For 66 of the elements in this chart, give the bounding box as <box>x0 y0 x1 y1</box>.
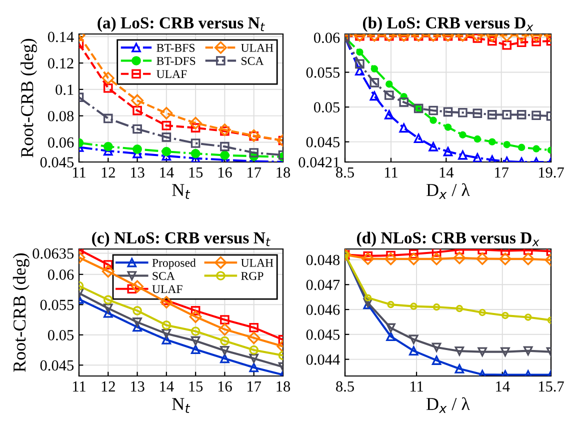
x-tick-label: 16 <box>218 381 232 392</box>
y-tick-label: 0.045 <box>306 136 340 148</box>
chart-title: (a) LoS: CRB versus N$_{t}$ <box>98 16 265 32</box>
x-tick-label: 8.5 <box>336 167 354 178</box>
legend-label: Proposed <box>152 258 196 270</box>
chart-title: (c) NLoS: CRB versus N$_{t}$ <box>92 232 270 247</box>
y-tick-label: 0.046 <box>306 304 340 316</box>
legend-label: SCA <box>152 272 175 280</box>
y-tick-label: 0.06 <box>314 32 340 43</box>
x-tick-label: 15 <box>189 167 203 178</box>
y-tick-label: 0.14 <box>48 32 74 42</box>
y-tick-label: 0.06 <box>48 270 74 280</box>
legend-label: RGP <box>241 272 264 280</box>
y-axis-title: Root-CRB (deg) <box>20 38 37 158</box>
x-tick-label: 17 <box>248 167 262 178</box>
legend-label: ULAH <box>241 44 274 52</box>
y-axis-title: Root-CRB (deg) <box>12 253 30 372</box>
x-axis-title: D$_{x}$ / λ <box>426 397 470 413</box>
y-tick-label: 0.055 <box>40 300 74 310</box>
x-axis-title: N$_{t}$ <box>172 184 190 199</box>
x-tick-label: 11 <box>410 381 423 392</box>
y-tick-label: 0.12 <box>48 58 74 69</box>
x-tick-label: 11 <box>72 167 86 178</box>
x-tick-label: 13 <box>130 381 144 392</box>
y-tick-label: 0.044 <box>306 354 340 365</box>
y-tick-label: 0.0635 <box>32 248 74 259</box>
x-tick-label: 11 <box>72 381 86 392</box>
y-tick-label: 0.048 <box>306 254 340 266</box>
x-tick-label: 18 <box>276 381 290 392</box>
legend-label: SCA <box>242 57 264 65</box>
y-tick-label: 0.045 <box>40 360 74 371</box>
x-tick-label: 15.7 <box>538 381 564 392</box>
x-tick-label: 17 <box>248 381 262 392</box>
x-axis-title: N$_{t}$ <box>172 398 190 413</box>
x-tick-label: 8.5 <box>336 381 354 392</box>
x-tick-label: 17 <box>495 167 509 178</box>
x-tick-label: 14 <box>160 381 174 392</box>
legend-label: ULAH <box>241 258 274 267</box>
x-tick-label: 14 <box>440 167 454 178</box>
legend-label: BT-DFS <box>156 57 196 65</box>
y-tick-label: 0.05 <box>48 330 74 340</box>
legend-label: ULAF <box>152 285 182 294</box>
y-tick-label: 0.0421 <box>298 157 340 168</box>
legend-label: BT-BFS <box>156 44 195 52</box>
x-tick-label: 12 <box>102 381 115 392</box>
x-tick-label: 18 <box>276 167 290 178</box>
x-tick-label: 11 <box>384 167 398 178</box>
y-tick-label: 0.06 <box>48 137 74 148</box>
x-tick-label: 19.7 <box>538 167 564 178</box>
x-axis-title: D$_{x}$ / λ <box>426 183 470 199</box>
x-tick-label: 15 <box>189 381 203 392</box>
legend-label: ULAF <box>156 70 187 78</box>
x-tick-label: 14 <box>160 167 174 178</box>
y-tick-label: 0.047 <box>306 280 340 290</box>
y-tick-label: 0.08 <box>48 110 74 122</box>
x-tick-label: 12 <box>102 167 115 178</box>
x-tick-label: 13 <box>130 167 144 178</box>
chart-title: (b) LoS: CRB versus D$_{x}$ <box>362 16 534 32</box>
y-tick-label: 0.05 <box>314 102 340 113</box>
y-tick-label: 0.055 <box>306 67 340 78</box>
chart-title: (d) NLoS: CRB versus D$_{x}$ <box>356 232 540 247</box>
x-tick-label: 16 <box>218 167 232 178</box>
y-tick-label: 0.1 <box>56 84 74 95</box>
y-tick-label: 0.045 <box>306 330 340 340</box>
x-tick-label: 14 <box>496 381 510 392</box>
y-tick-label: 0.045 <box>40 157 74 168</box>
